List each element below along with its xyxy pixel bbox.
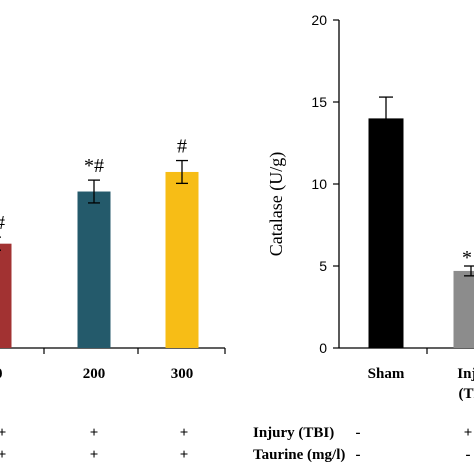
x-tick-label-line2: (TB: [458, 386, 474, 402]
x-tick-label: 200: [83, 366, 106, 382]
right-panel: 0 5 10 15 20 Catalase (U/g) Sham * Inju (TB: [266, 12, 474, 402]
bar-annotation: #: [177, 136, 187, 158]
y-tick-label: 20: [311, 12, 327, 28]
y-tick-label: 5: [319, 258, 327, 274]
right-mark: -: [466, 447, 471, 463]
x-tick-label: 00: [0, 366, 3, 382]
y-axis-label: Catalase (U/g): [266, 152, 287, 256]
left-mark: +: [90, 447, 99, 463]
right-mark: +: [464, 425, 473, 441]
bar: [368, 118, 404, 349]
left-mark: +: [180, 447, 189, 463]
x-tick-label: Inju: [457, 366, 474, 382]
left-panel: *# 00 *# 200 #300: [0, 136, 226, 382]
bar: [77, 191, 111, 348]
bar-annotation: *#: [0, 212, 5, 234]
treatment-table: + + + Injury (TBI) - ++ + + Taurine (mg/l) - -: [0, 425, 472, 463]
row-label: Injury (TBI): [253, 425, 334, 441]
right-mark: -: [356, 425, 361, 441]
x-tick-label: 300: [171, 366, 194, 382]
y-tick-label: 10: [311, 176, 327, 192]
bar: [165, 171, 199, 348]
bar-annotation: *#: [84, 155, 104, 177]
y-tick-label: 15: [311, 94, 327, 110]
left-mark: +: [0, 425, 6, 441]
left-mark: +: [0, 447, 6, 463]
row-label: Taurine (mg/l): [253, 447, 345, 463]
bar: [0, 243, 12, 348]
y-tick-label: 0: [319, 340, 327, 356]
x-tick-label: Sham: [368, 366, 405, 382]
bar: [453, 270, 474, 348]
right-mark: -: [356, 447, 361, 463]
left-mark: +: [90, 425, 99, 441]
left-mark: +: [180, 425, 189, 441]
bar-annotation: *: [462, 247, 472, 269]
